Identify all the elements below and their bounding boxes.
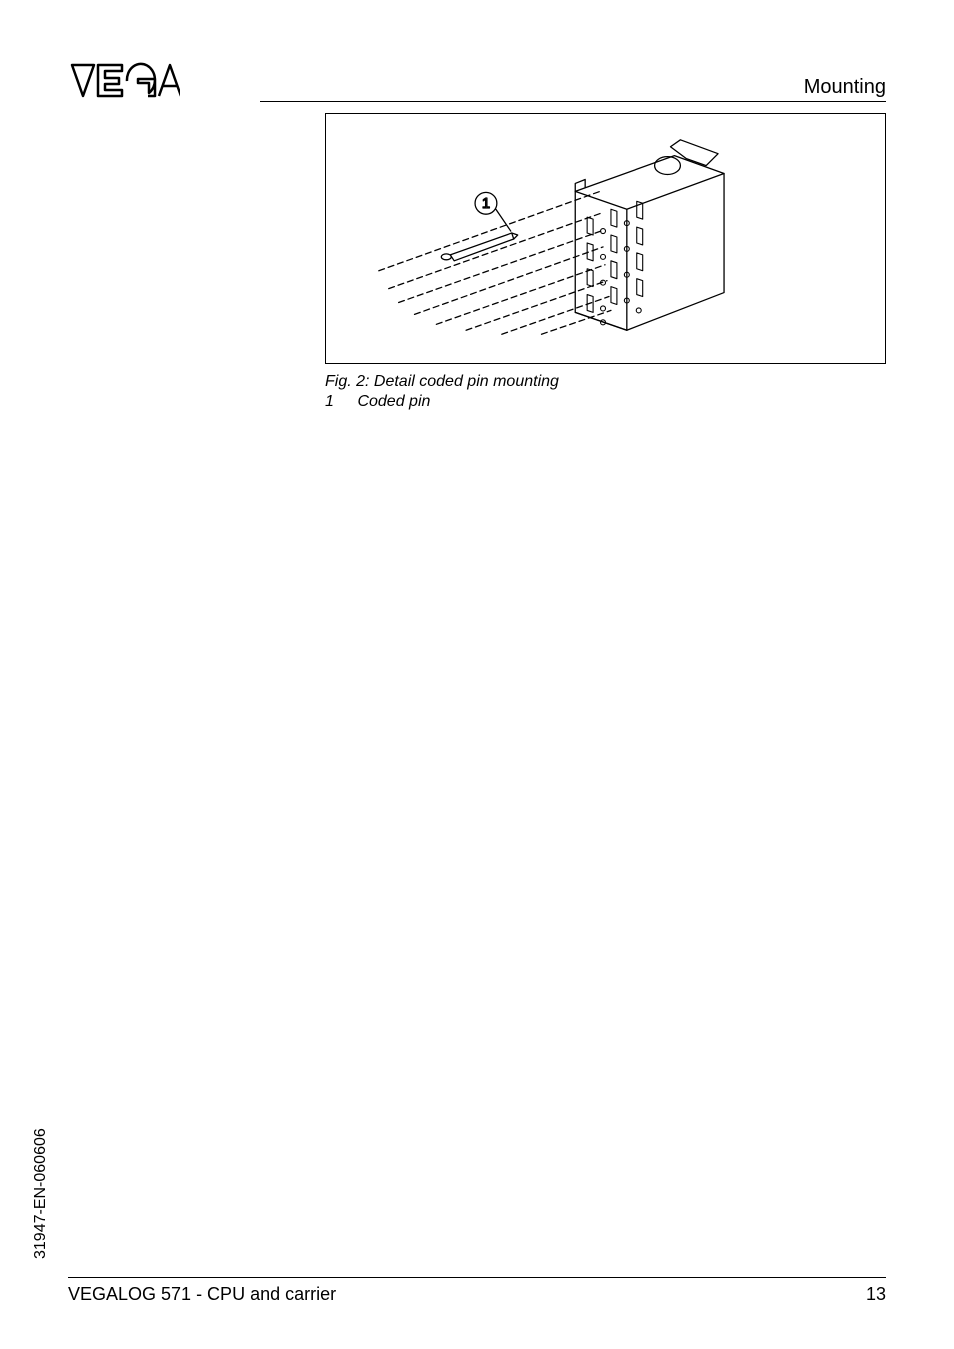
figure-caption: Fig. 2: Detail coded pin mounting	[325, 373, 559, 391]
figure-legend-number: 1	[325, 393, 353, 411]
footer-page-number: 13	[866, 1284, 886, 1305]
footer-doc-title: VEGALOG 571 - CPU and carrier	[68, 1284, 336, 1305]
page-footer: VEGALOG 571 - CPU and carrier 13	[68, 1277, 886, 1305]
figure-diagram-icon: 1	[326, 114, 885, 363]
page-header: Mounting	[68, 60, 886, 102]
callout-number: 1	[482, 196, 490, 212]
header-section-title: Mounting	[804, 76, 886, 101]
vega-logo-icon	[68, 60, 180, 102]
figure-frame: 1	[325, 113, 886, 364]
figure-legend: 1 Coded pin	[325, 393, 430, 411]
figure-legend-text: Coded pin	[357, 393, 430, 410]
document-code: 31947-EN-060606	[32, 1128, 50, 1259]
page: Mounting	[0, 0, 954, 1349]
logo-wrap	[68, 60, 180, 102]
footer-rule	[68, 1277, 886, 1278]
